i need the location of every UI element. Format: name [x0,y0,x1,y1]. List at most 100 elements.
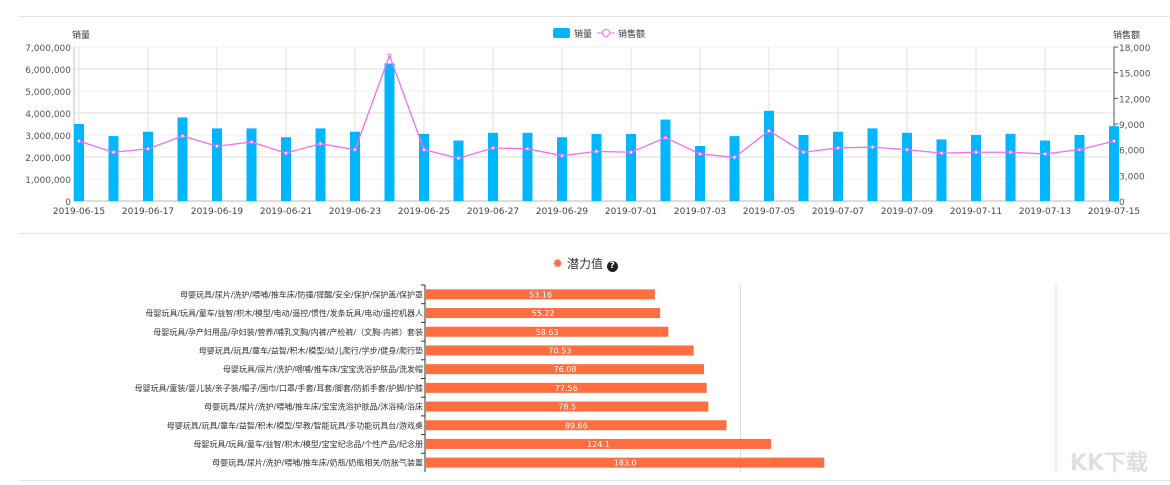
top-divider [18,16,1170,17]
bar-sales-volume [177,117,188,201]
y-left-tick-label: 0 [65,198,71,208]
category-label: 母婴玩具/玩具/童车/益智/积木/模型/早教/智能玩具/多功能玩具台/游戏桌 [167,420,423,430]
y-right-tick-label: 18,000 [1119,44,1151,54]
bar-value-label: 77.56 [555,384,578,393]
bar-sales-volume [867,128,878,201]
category-label: 母婴玩具/尿片/洗护/喂哺/推车床/宝宝洗浴护肤品/沐浴椅/浴床 [204,402,423,412]
potential-bar-chart: 母婴玩具/尿片/洗护/喂哺/推车床/防撞/提醒/安全/保护/保护盖/保护罩 53.… [135,284,1057,472]
sales-combo-chart: 0 1,000,000 2,000,000 3,000,000 4,000,000 5,0… [25,28,1151,217]
category-label: 母婴玩具/玩具/童车/益智/积木/模型/宝宝纪念品/个性产品/纪念册 [193,439,423,449]
question-circle-icon[interactable]: ? [606,261,618,272]
y-right-tick-label: 6,000 [1119,147,1145,157]
x-tick-label: 2019-06-25 [398,207,450,217]
chart-title-text: 潜力值 [566,257,603,271]
bar-sales-volume [315,128,326,201]
y-left-tick-label: 1,000,000 [25,176,71,186]
line-point [249,139,254,145]
bar-sales-volume [384,63,395,201]
line-point [180,133,185,139]
bar-sales-volume [281,137,291,201]
bottom-divider [18,480,1170,481]
bar-sales-volume [1074,135,1085,201]
x-tick-label: 2019-07-05 [743,207,795,217]
line-point [870,145,875,150]
x-tick-label: 2019-07-03 [674,207,726,217]
y-left-tick-label: 2,000,000 [25,154,71,164]
line-point [697,151,703,157]
bar-value-label: 76.08 [554,365,577,374]
legend-label: 销售额 [618,28,645,40]
legend-swatch-sales-volume [553,28,570,38]
y-left-tick-label: 5,000,000 [25,88,71,98]
line-point [145,146,151,151]
watermark: KK下载 [1069,451,1148,476]
bar-sales-volume [143,131,153,201]
potential-bar [426,364,705,375]
potential-bar [426,457,825,468]
bar-sales-volume [488,132,498,201]
category-label: 母婴玩具/尿片/洗护/喂哺/推车床/宝宝洗浴护肤品/洗发帽 [223,364,423,374]
line-point [766,128,772,133]
line-point [1008,150,1013,155]
middle-divider [18,233,1170,234]
bar-value-label: 89.66 [565,421,588,430]
line-point [835,145,841,151]
category-label: 母婴玩具/尿片/洗护/喂哺/推车床/奶瓶/奶瓶相关/防胀气装置 [212,458,423,468]
bar-sales-volume [108,136,119,201]
bar-value-label: 78.5 [558,403,576,412]
bar-sales-volume [419,133,429,201]
y-left-tick-label: 4,000,000 [25,110,71,120]
potential-bar [426,289,655,300]
x-tick-label: 2019-07-15 [1088,207,1140,217]
line-point [456,156,461,161]
x-tick-label: 2019-06-19 [191,207,244,217]
category-label: 母婴玩具/孕产妇用品/孕妇装/营养/哺乳文胸/内裤/产检裤/（文胸-内裤）套装 [153,327,423,337]
line-point [1111,139,1117,144]
y-left-tick-label: 6,000,000 [25,66,71,76]
bar-sales-volume [1005,133,1016,201]
bar-sales-volume [453,140,464,201]
y-right-tick-label: 15,000 [1119,70,1151,80]
bar-value-label: 55.22 [532,309,555,318]
y-right-tick-label: 9,000 [1119,121,1145,131]
potential-bar [426,326,669,337]
bar-value-label: 53.16 [529,290,552,299]
line-point [559,153,565,158]
potential-bar [426,308,661,319]
bar-sales-volume [660,119,671,201]
x-tick-label: 2019-06-17 [122,207,174,217]
bar-value-label: 58.63 [536,328,559,337]
potential-bar [426,438,772,449]
x-tick-label: 2019-06-27 [467,207,519,217]
line-point [973,150,979,155]
bar-sales-volume [971,135,981,201]
line-point [1042,151,1048,157]
bar-sales-volume [350,131,360,201]
line-point [490,145,496,151]
bar-sales-volume [833,131,843,201]
y-right-tick-label: 12,000 [1119,95,1151,105]
x-tick-label: 2019-06-15 [53,207,105,217]
line-point [732,155,737,160]
bar-sales-volume [591,133,602,201]
line-point [939,150,944,156]
bar-sales-volume [764,110,774,201]
bar-sales-volume [522,132,533,201]
potential-bar [426,382,707,393]
line-point [663,135,668,140]
x-tick-label: 2019-07-01 [605,207,657,217]
x-tick-label: 2019-07-13 [1019,207,1071,217]
bar-sales-volume [212,128,222,201]
line-point [421,147,427,152]
line-point [801,150,806,155]
x-tick-label: 2019-07-09 [881,207,934,217]
bar-sales-volume [695,146,705,201]
line-point [76,139,82,144]
bar-value-label: 124.1 [587,440,610,449]
y-left-axis-label: 销量 [72,29,90,41]
x-tick-label: 2019-06-23 [329,207,381,217]
x-tick-label: 2019-06-21 [260,207,312,217]
y-right-tick-label: 3,000 [1119,172,1145,182]
potential-bar [426,345,694,356]
line-point [628,150,634,155]
